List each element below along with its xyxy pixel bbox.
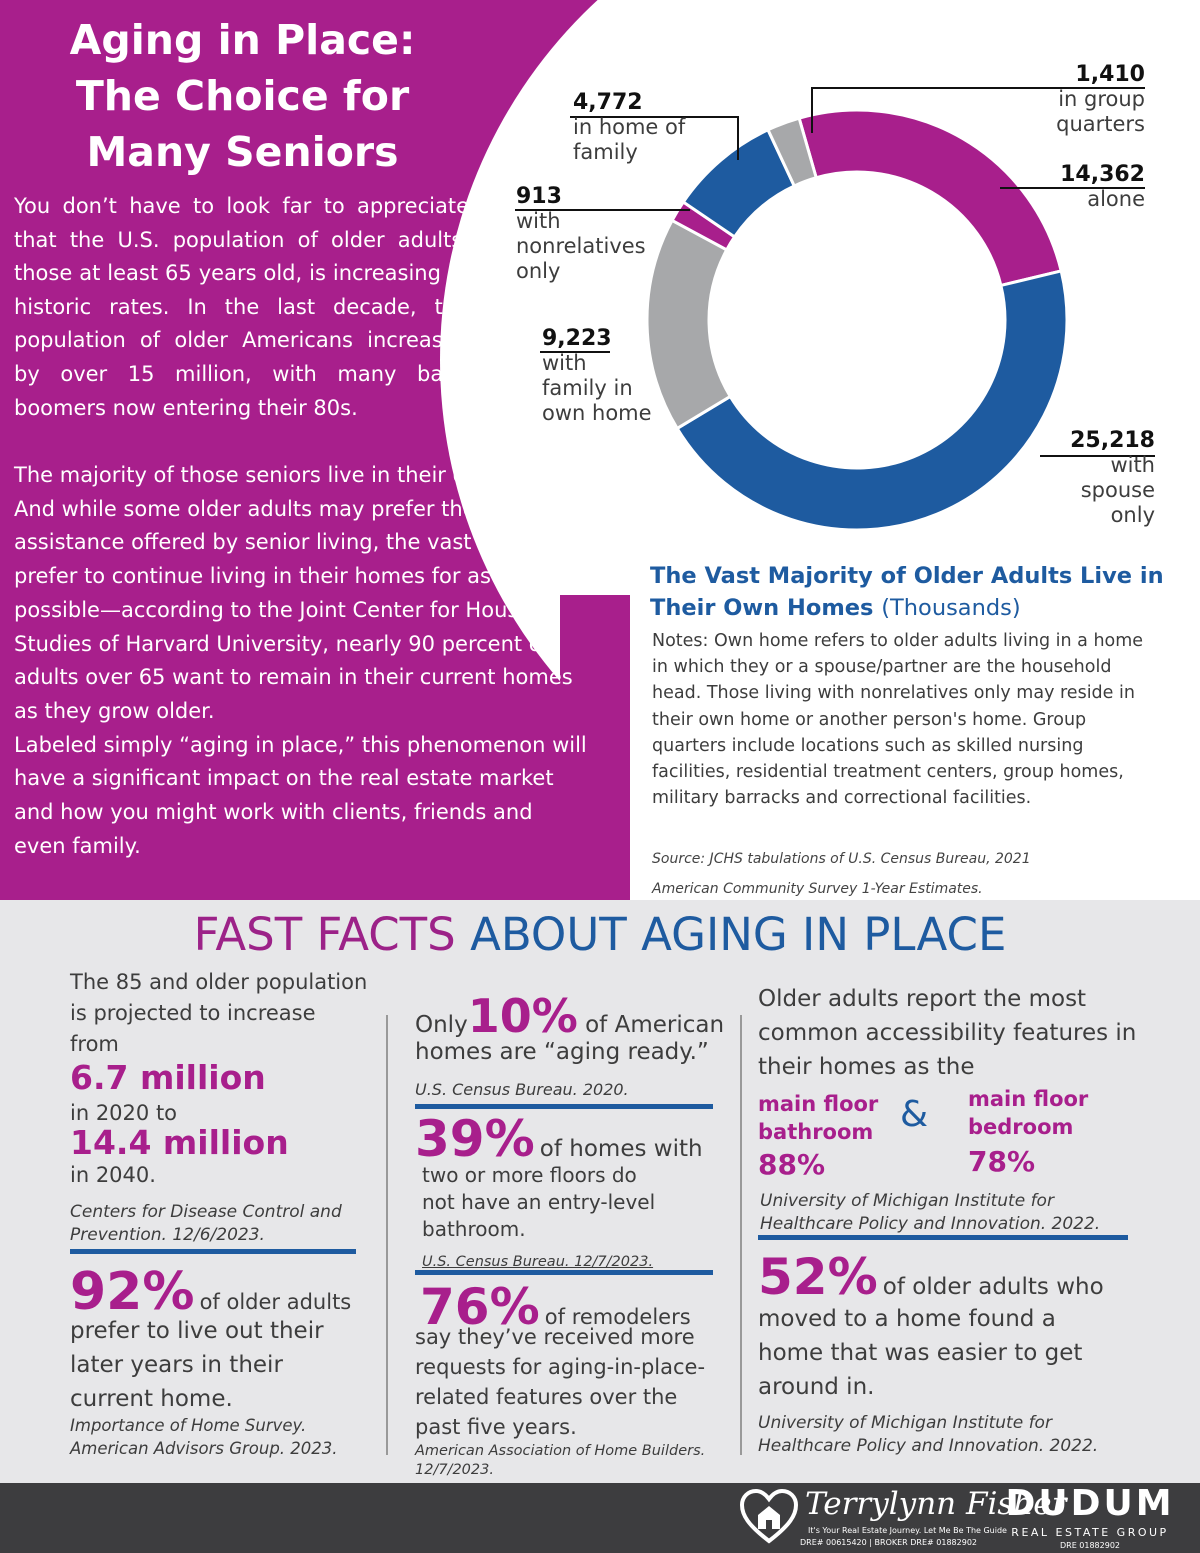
fact-value-2020: 6.7 million <box>70 1058 266 1097</box>
slice-label-alone: 14,362 alone <box>1060 162 1145 211</box>
fast-facts-title: FAST FACTS ABOUT AGING IN PLACE <box>193 908 1007 961</box>
chart-notes: Notes: Own home refers to older adults l… <box>652 631 1144 809</box>
fact-rule <box>70 1249 356 1254</box>
fact-text: say they’ve received more requests for a… <box>415 1325 706 1439</box>
donut-slice-in-group-quarters <box>765 116 819 188</box>
fact-rule <box>415 1270 713 1275</box>
fact-citation: American Association of Home Builders. 1… <box>415 1443 706 1478</box>
slice-label-nonrelatives: 913 with nonrelatives only <box>516 184 646 283</box>
fact-85-older-lead: The 85 and older population is projected… <box>70 970 368 1056</box>
slice-label-home-of-family: 4,772 in home of family <box>573 90 686 164</box>
fact-10-percent: Only10% of American <box>415 989 725 1043</box>
fact-52-percent: 52% of older adults who <box>758 1248 1104 1306</box>
intro-paragraph-continued: The majority of those seniors live in th… <box>14 463 587 858</box>
fact-39-percent: 39% of homes with <box>415 1110 703 1168</box>
fact-text: homes are “aging ready.” <box>415 1039 709 1065</box>
slice-label-group-quarters: 1,410 in group quarters <box>1056 62 1145 136</box>
feature-bedroom-label: main floor bedroom <box>968 1087 1089 1139</box>
fast-facts-section <box>0 900 1200 1483</box>
column-divider <box>740 1015 742 1455</box>
footer <box>0 1483 1200 1553</box>
fact-text: prefer to live out their later years in … <box>70 1318 324 1412</box>
donut-slice-alone <box>797 108 1063 288</box>
agent-name: Terrylynn Fisher <box>805 1486 1067 1522</box>
fact-citation: University of Michigan Institute for Hea… <box>760 1191 1101 1234</box>
living-arrangements-donut-chart <box>515 87 1155 532</box>
fact-citation: U.S. Census Bureau. 12/7/2023. <box>422 1254 654 1270</box>
feature-bathroom-label: main floor bathroom <box>758 1092 879 1144</box>
brand-license: DRE 01882902 <box>1059 1541 1121 1550</box>
agent-tagline: It's Your Real Estate Journey. Let Me Be… <box>808 1526 1007 1535</box>
fact-text: moved to a home found a home that was ea… <box>758 1306 1083 1400</box>
fact-accessibility-lead: Older adults report the most common acce… <box>758 986 1137 1080</box>
fact-text: in 2020 to <box>70 1101 178 1125</box>
donut-slice-with-spouse-only <box>675 269 1069 532</box>
page-title: Aging in Place: The Choice for Many Seni… <box>69 16 416 176</box>
fact-rule <box>758 1235 1128 1240</box>
chart-source: Source: JCHS tabulations of U.S. Census … <box>652 851 1031 897</box>
column-divider <box>386 1015 388 1455</box>
brand-subtitle: REAL ESTATE GROUP <box>1011 1526 1169 1539</box>
feature-bathroom-percent: 88% <box>758 1148 826 1181</box>
fact-rule <box>415 1104 713 1109</box>
fact-92-percent: 92% of older adults <box>70 1262 352 1322</box>
chart-title: The Vast Majority of Older Adults Live i… <box>650 563 1164 621</box>
slice-label-family-own-home: 9,223 with family in own home <box>542 326 652 425</box>
fact-citation: Importance of Home Survey. American Advi… <box>70 1416 338 1458</box>
fact-76-percent: 76% of remodelers <box>420 1278 691 1336</box>
brand-logo: DUDUM <box>1005 1483 1175 1524</box>
feature-bedroom-percent: 78% <box>968 1145 1036 1178</box>
heart-home-icon <box>739 1488 799 1544</box>
agent-license: DRE# 00615420 | BROKER DRE# 01882902 <box>800 1538 978 1547</box>
fact-text: in 2040. <box>70 1163 156 1187</box>
slice-label-spouse-only: 25,218 with spouse only <box>1070 428 1155 527</box>
fact-citation: University of Michigan Institute for Hea… <box>758 1413 1099 1456</box>
fact-text: two or more floors do not have an entry-… <box>422 1163 656 1241</box>
fact-citation: Centers for Disease Control and Preventi… <box>70 1202 342 1245</box>
ampersand: & <box>900 1094 929 1135</box>
intro-paragraph: You don’t have to look far to appreciate… <box>14 194 469 420</box>
fact-citation: U.S. Census Bureau. 2020. <box>415 1080 629 1099</box>
fact-value-2040: 14.4 million <box>70 1123 289 1162</box>
